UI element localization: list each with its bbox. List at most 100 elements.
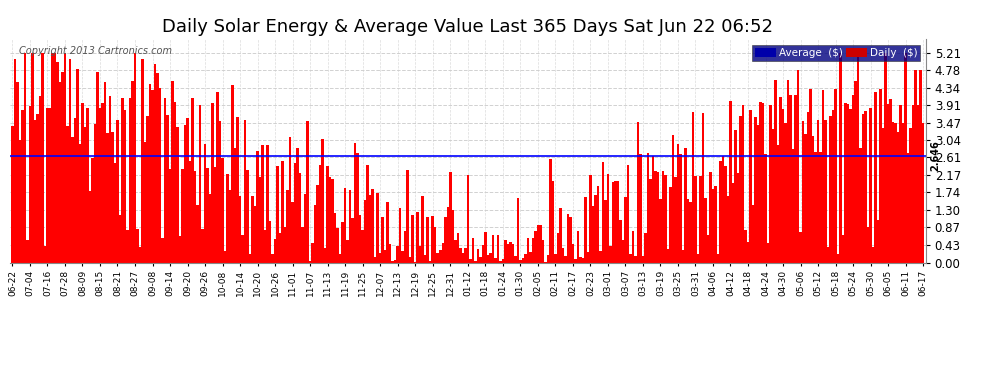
- Bar: [637, 122, 640, 262]
- Bar: [797, 70, 799, 262]
- Bar: [147, 116, 148, 262]
- Bar: [627, 165, 630, 262]
- Bar: [532, 238, 534, 262]
- Bar: [815, 153, 817, 262]
- Bar: [879, 89, 882, 262]
- Bar: [604, 200, 607, 262]
- Bar: [664, 175, 666, 262]
- Bar: [306, 122, 309, 262]
- Bar: [31, 53, 34, 262]
- Bar: [917, 105, 920, 262]
- Bar: [549, 159, 551, 262]
- Bar: [920, 70, 922, 262]
- Bar: [76, 69, 79, 262]
- Bar: [211, 103, 214, 262]
- Bar: [121, 98, 124, 262]
- Bar: [119, 215, 121, 262]
- Bar: [632, 231, 635, 262]
- Bar: [735, 130, 737, 262]
- Bar: [142, 60, 144, 262]
- Bar: [58, 82, 61, 262]
- Bar: [184, 125, 186, 262]
- Bar: [804, 134, 807, 262]
- Bar: [279, 233, 281, 262]
- Bar: [134, 53, 137, 262]
- Bar: [554, 254, 556, 262]
- Bar: [258, 177, 261, 262]
- Bar: [261, 145, 264, 262]
- Legend: Average  ($), Daily  ($): Average ($), Daily ($): [751, 45, 921, 61]
- Bar: [344, 188, 346, 262]
- Bar: [571, 244, 574, 262]
- Bar: [502, 259, 504, 262]
- Bar: [256, 151, 258, 262]
- Bar: [444, 217, 446, 262]
- Bar: [507, 244, 509, 262]
- Bar: [412, 215, 414, 262]
- Bar: [129, 98, 132, 262]
- Title: Daily Solar Energy & Average Value Last 365 Days Sat Jun 22 06:52: Daily Solar Energy & Average Value Last …: [162, 18, 773, 36]
- Bar: [339, 254, 342, 262]
- Bar: [754, 117, 756, 262]
- Bar: [44, 246, 47, 262]
- Bar: [840, 53, 842, 262]
- Bar: [899, 105, 902, 262]
- Bar: [276, 166, 279, 262]
- Bar: [789, 96, 792, 262]
- Bar: [707, 235, 709, 262]
- Bar: [619, 220, 622, 262]
- Bar: [181, 170, 184, 262]
- Bar: [712, 189, 714, 262]
- Bar: [111, 132, 114, 262]
- Bar: [699, 176, 702, 262]
- Bar: [529, 252, 532, 262]
- Bar: [864, 111, 867, 262]
- Bar: [371, 189, 374, 262]
- Bar: [646, 153, 649, 262]
- Bar: [884, 53, 887, 262]
- Bar: [296, 148, 299, 262]
- Bar: [556, 233, 559, 262]
- Bar: [661, 171, 664, 262]
- Bar: [217, 92, 219, 262]
- Bar: [817, 120, 820, 262]
- Bar: [837, 254, 840, 262]
- Bar: [825, 120, 827, 262]
- Text: Copyright 2013 Cartronics.com: Copyright 2013 Cartronics.com: [19, 46, 172, 56]
- Bar: [654, 171, 656, 262]
- Bar: [427, 217, 429, 262]
- Bar: [466, 176, 469, 262]
- Bar: [237, 117, 239, 262]
- Bar: [697, 254, 699, 262]
- Bar: [229, 190, 232, 262]
- Bar: [640, 154, 642, 262]
- Bar: [574, 259, 576, 262]
- Bar: [772, 129, 774, 262]
- Bar: [51, 53, 53, 262]
- Bar: [614, 182, 617, 262]
- Bar: [206, 168, 209, 262]
- Bar: [314, 205, 317, 262]
- Bar: [386, 202, 389, 262]
- Bar: [232, 85, 234, 262]
- Bar: [912, 105, 915, 262]
- Bar: [151, 90, 153, 262]
- Bar: [66, 126, 68, 262]
- Bar: [584, 197, 587, 262]
- Bar: [191, 98, 194, 262]
- Bar: [489, 253, 492, 262]
- Bar: [402, 251, 404, 262]
- Bar: [469, 259, 471, 262]
- Bar: [877, 220, 879, 262]
- Bar: [787, 80, 789, 262]
- Bar: [376, 194, 379, 262]
- Bar: [19, 140, 21, 262]
- Bar: [176, 128, 179, 262]
- Bar: [196, 206, 199, 262]
- Bar: [342, 222, 344, 262]
- Bar: [21, 110, 24, 262]
- Bar: [471, 238, 474, 262]
- Bar: [869, 108, 872, 262]
- Bar: [794, 95, 797, 262]
- Bar: [346, 240, 348, 262]
